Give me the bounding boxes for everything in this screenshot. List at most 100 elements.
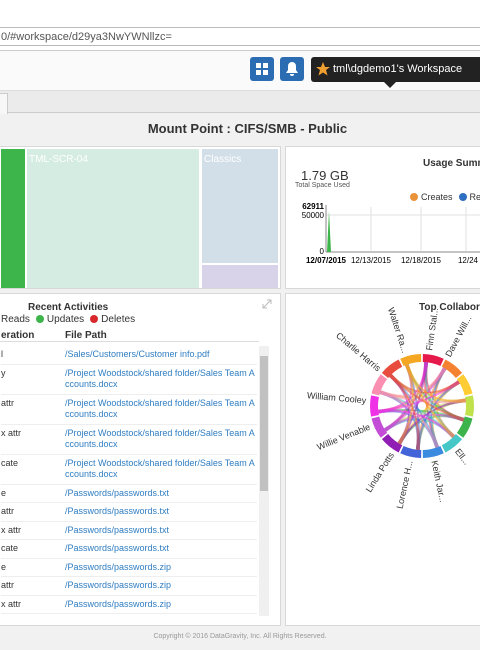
activity-row[interactable]: cate/Passwords/passwords.txt xyxy=(1,540,257,559)
expand-icon[interactable] xyxy=(262,299,272,309)
activities-title: Recent Activities xyxy=(28,302,109,313)
y-label: 0 xyxy=(320,247,325,256)
legend-label: Creates xyxy=(421,192,453,202)
treemap-label: TML-SCR-04 xyxy=(29,154,88,165)
scrollbar-thumb[interactable] xyxy=(260,356,268,491)
activities-legend: Reads Updates Deletes xyxy=(0,314,135,325)
activity-row[interactable]: l/Sales/Customers/Customer info.pdf xyxy=(1,346,257,365)
operation: x attr xyxy=(1,427,22,438)
x-label: 12/13/2015 xyxy=(351,256,392,265)
chord-group xyxy=(371,374,388,396)
file-path[interactable]: /Project Woodstock/shared folder/Sales T… xyxy=(65,457,255,480)
file-path[interactable]: /Passwords/passwords.zip xyxy=(65,561,172,572)
activity-row[interactable]: attr/Passwords/passwords.zip xyxy=(1,577,257,596)
activity-row[interactable]: x attr/Project Woodstock/shared folder/S… xyxy=(1,425,257,455)
collaborator-name: Ell... xyxy=(453,447,472,467)
file-path[interactable]: /Passwords/passwords.txt xyxy=(65,506,170,516)
chord-group xyxy=(465,395,474,417)
file-path[interactable]: /Passwords/passwords.txt xyxy=(65,524,170,535)
file-path[interactable]: /Project Woodstock/shared folder/Sales T… xyxy=(65,367,255,390)
y-label: 62911 xyxy=(302,202,324,211)
chord-group xyxy=(371,416,388,438)
tooltip-pointer xyxy=(384,82,396,88)
column-header: File Path xyxy=(65,330,107,341)
activity-row[interactable]: e/Passwords/passwords.zip xyxy=(1,559,257,577)
app-header: tml\dgdemo1's Workspace xyxy=(0,51,480,91)
legend-dot xyxy=(458,193,467,201)
collaborator-name: Finn Stal... xyxy=(424,307,440,351)
dashboard-button[interactable] xyxy=(250,57,274,81)
file-path[interactable]: /Sales/Customers/Customer info.pdf xyxy=(65,349,210,359)
chord-group xyxy=(400,445,422,458)
chord-group xyxy=(422,445,444,458)
operation: y xyxy=(1,367,6,378)
footer: Copyright © 2016 DataGravity, Inc. All R… xyxy=(153,633,327,640)
usage-spike xyxy=(327,211,331,252)
legend-label: Deletes xyxy=(101,314,136,325)
collaborator-name: Linda Potts xyxy=(364,450,397,494)
usage-panel: Usage Summa 1.79 GB Total Space Used Cre… xyxy=(285,146,480,289)
operation: e xyxy=(1,561,7,572)
workspace-selector[interactable]: tml\dgdemo1's Workspace xyxy=(311,57,480,82)
chord xyxy=(389,374,465,422)
legend-dot xyxy=(410,193,418,201)
collaborators-panel: Top Collaborato xyxy=(285,293,480,626)
chord xyxy=(405,364,466,403)
activity-row[interactable]: x attr/Passwords/passwords.zip xyxy=(1,596,257,614)
operation: cate xyxy=(1,457,19,468)
legend-label: Rea xyxy=(469,192,480,202)
treemap-panel: TML-SCR-04 Classics xyxy=(0,146,281,289)
operation: attr xyxy=(1,506,15,516)
treemap-cell[interactable]: Classics xyxy=(202,149,278,263)
collaborator-name: Willie Venable xyxy=(316,422,372,452)
star-icon xyxy=(316,62,330,76)
collaborator-name: Keith Jar... xyxy=(429,460,448,504)
operation: x attr xyxy=(1,598,22,609)
treemap-cell[interactable] xyxy=(202,265,278,288)
table-rule xyxy=(0,341,259,342)
file-path[interactable]: /Passwords/passwords.txt xyxy=(65,487,170,498)
collaborator-name: William Cooley xyxy=(307,390,368,405)
treemap-cell[interactable]: TML-SCR-04 xyxy=(27,149,199,288)
chord-group xyxy=(456,374,473,396)
treemap-cell[interactable] xyxy=(1,149,25,288)
browser-bar: 0/#workspace/d29ya3NwYWNllzc= xyxy=(0,0,480,51)
chord-diagram: Walter Ra... Finn Stal... Dave Will... Char… xyxy=(307,306,474,510)
file-path[interactable]: /Passwords/passwords.zip xyxy=(65,598,172,609)
x-label: 12/07/2015 xyxy=(306,256,347,265)
collaborator-name: Charlie Harris xyxy=(334,330,383,373)
legend-label: Reads xyxy=(1,314,30,325)
activity-row[interactable]: x attr/Passwords/passwords.txt xyxy=(1,522,257,540)
legend-dot xyxy=(90,315,99,323)
chord-group xyxy=(441,434,463,453)
y-label: 50000 xyxy=(302,211,325,220)
workspace-name: tml\dgdemo1's Workspace xyxy=(333,63,463,75)
legend-label: Updates xyxy=(46,314,85,325)
url-box[interactable]: 0/#workspace/d29ya3NwYWNllzc= xyxy=(0,27,480,46)
chord xyxy=(424,362,455,438)
header-icons xyxy=(250,57,304,81)
activity-row[interactable]: attr/Project Woodstock/shared folder/Sal… xyxy=(1,395,257,425)
activity-row[interactable]: y/Project Woodstock/shared folder/Sales … xyxy=(1,365,257,395)
usage-title: Usage Summa xyxy=(423,158,480,169)
activity-row[interactable]: attr/Passwords/passwords.txt xyxy=(1,503,257,522)
chord xyxy=(397,398,466,445)
activity-row[interactable]: cate/Project Woodstock/shared folder/Sal… xyxy=(1,455,257,485)
chord-group xyxy=(381,359,403,378)
file-path[interactable]: /Passwords/passwords.zip xyxy=(65,580,172,590)
file-path[interactable]: /Project Woodstock/shared folder/Sales T… xyxy=(65,397,255,420)
tab[interactable] xyxy=(0,93,8,114)
scrollbar[interactable] xyxy=(259,346,269,616)
operation: cate xyxy=(1,543,19,553)
usage-chart: 62911 50000 0 12/07/2015 12/13/2015 12/1… xyxy=(302,202,480,265)
file-path[interactable]: /Passwords/passwords.txt xyxy=(65,543,170,553)
tab-strip xyxy=(0,91,480,114)
chord xyxy=(389,374,420,450)
chord xyxy=(384,413,465,432)
file-path[interactable]: /Project Woodstock/shared folder/Sales T… xyxy=(65,427,255,450)
chord-group xyxy=(441,359,463,378)
page-title: Mount Point : CIFS/SMB - Public xyxy=(147,121,348,136)
activity-list: l/Sales/Customers/Customer info.pdf y/Pro… xyxy=(1,346,257,614)
activity-row[interactable]: e/Passwords/passwords.txt xyxy=(1,485,257,503)
